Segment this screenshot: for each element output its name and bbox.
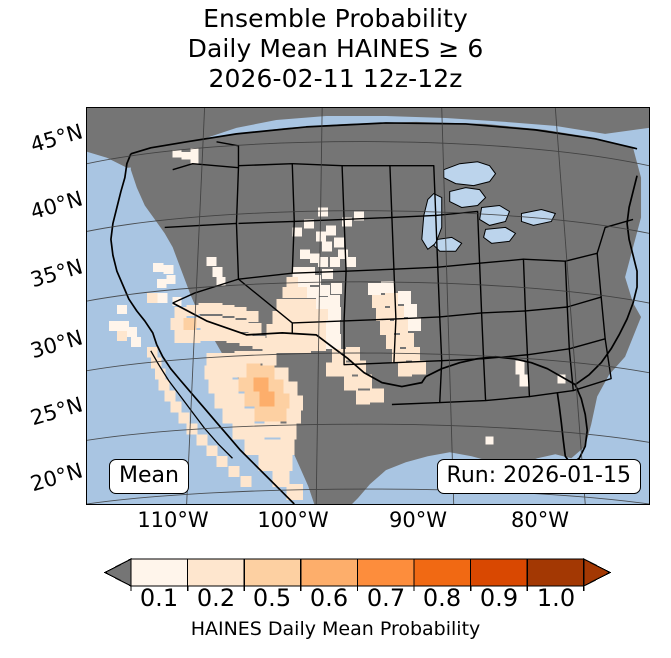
lon-label-100w: 100°W — [257, 508, 329, 532]
title-line-1: Ensemble Probability — [203, 4, 468, 33]
cb-tick-6: 0.9 — [479, 584, 519, 612]
colorbar[interactable]: 0.1 0.2 0.5 0.6 0.7 0.8 0.9 1.0 HAINES D… — [0, 552, 671, 658]
graticule-layer — [87, 108, 649, 504]
mean-label-box: Mean — [109, 459, 189, 494]
lon-label-90w: 90°W — [389, 508, 447, 532]
cb-tick-0: 0.1 — [139, 584, 179, 612]
cb-tick-5: 0.8 — [422, 584, 462, 612]
colorbar-gradient — [103, 558, 612, 591]
cb-tick-3: 0.6 — [309, 584, 349, 612]
map-canvas — [87, 108, 649, 504]
cb-tick-4: 0.7 — [366, 584, 406, 612]
colorbar-tick-labels: 0.1 0.2 0.5 0.6 0.7 0.8 0.9 1.0 — [0, 584, 671, 614]
lon-label-80w: 80°W — [511, 508, 569, 532]
lat-label-40: 40°N — [27, 186, 86, 225]
lat-label-35: 35°N — [27, 254, 86, 293]
title-line-2: Daily Mean HAINES ≥ 6 — [187, 34, 484, 63]
cb-tick-7: 1.0 — [536, 584, 576, 612]
lat-label-20: 20°N — [27, 458, 86, 497]
lat-label-45: 45°N — [27, 119, 86, 158]
title-line-3: 2026-02-11 12z-12z — [208, 64, 463, 93]
probability-field-layer — [108, 147, 566, 501]
lat-label-25: 25°N — [27, 392, 86, 431]
cb-tick-2: 0.5 — [252, 584, 292, 612]
great-lakes-layer — [421, 161, 557, 252]
cb-tick-1: 0.2 — [196, 584, 236, 612]
lon-label-110w: 110°W — [137, 508, 209, 532]
colorbar-axis-label: HAINES Daily Mean Probability — [190, 618, 481, 640]
run-label-box: Run: 2026-01-15 — [436, 459, 641, 494]
page-title: Ensemble Probability Daily Mean HAINES ≥… — [0, 4, 671, 94]
map-panel[interactable]: Mean Run: 2026-01-15 — [86, 107, 650, 505]
lat-label-30: 30°N — [27, 325, 86, 364]
